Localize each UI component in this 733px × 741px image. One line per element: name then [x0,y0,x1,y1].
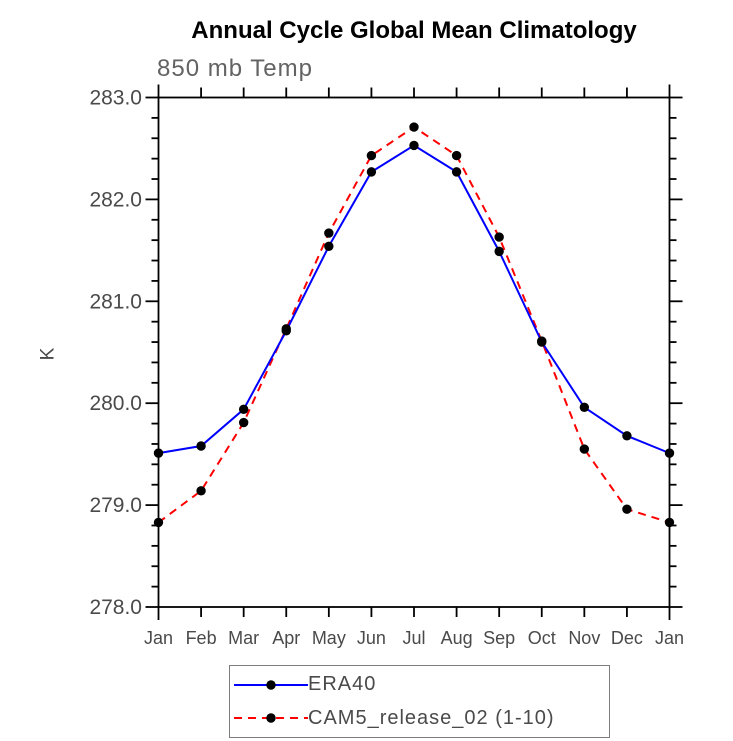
data-point-marker [238,404,249,415]
data-point-marker [451,167,462,177]
data-point-marker [451,150,462,161]
legend-label-cam5: CAM5_release_02 (1-10) [308,706,555,729]
y-tick-label: 279.0 [89,494,142,517]
y-tick-label: 283.0 [89,87,142,110]
legend-item-era40: ERA40 [234,670,609,700]
y-tick-label: 282.0 [89,188,142,211]
y-tick-label: 281.0 [89,290,142,313]
x-tick-label: Oct [528,628,556,648]
x-tick-label: Dec [611,628,643,648]
data-point-marker [153,448,164,458]
data-point-marker [579,444,590,454]
x-tick-label: Jan [144,628,173,648]
data-point-marker [409,122,419,132]
legend-line-sample-era40 [234,679,308,690]
data-point-marker [366,167,377,177]
data-point-marker [664,517,675,528]
data-point-marker [409,140,419,151]
data-point-marker [324,228,334,238]
legend-sample-marker [266,679,276,690]
data-point-marker [153,517,164,528]
x-tick-label: Feb [186,628,217,648]
data-point-marker [196,441,206,451]
legend-line-sample-cam5 [234,713,308,724]
series-line [157,125,670,524]
legend-label-era40: ERA40 [308,673,377,696]
x-tick-label: Apr [272,628,300,648]
x-tick-label: Jul [402,628,425,648]
data-point-marker [366,150,377,161]
x-tick-label: May [312,628,346,648]
data-point-marker [324,241,334,251]
y-tick-label: 280.0 [89,392,142,415]
chart-title: Annual Cycle Global Mean Climatology [191,17,637,44]
data-point-marker [494,232,504,242]
data-point-marker [196,486,206,496]
x-tick-label: Jun [357,628,386,648]
data-point-marker [494,246,504,257]
data-point-marker [664,448,675,458]
y-tick-label: 278.0 [89,596,142,619]
series-line [158,144,670,455]
legend-item-cam5: CAM5_release_02 (1-10) [234,703,609,733]
data-point-marker [579,402,590,412]
x-tick-label: Mar [228,628,259,648]
data-point-marker [238,417,249,428]
data-point-marker [281,324,291,334]
data-point-marker [622,504,632,514]
data-point-marker [537,336,547,346]
chart-subtitle: 850 mb Temp [157,55,313,82]
plot-frame [157,96,671,608]
legend: ERA40 CAM5_release_02 (1-10) [229,665,610,738]
x-tick-label: Sep [483,628,515,648]
data-point-marker [622,431,632,441]
legend-sample-marker [266,713,276,724]
x-tick-label: Aug [441,628,473,648]
x-tick-label: Nov [568,628,600,648]
x-tick-label: Jan [655,628,684,648]
